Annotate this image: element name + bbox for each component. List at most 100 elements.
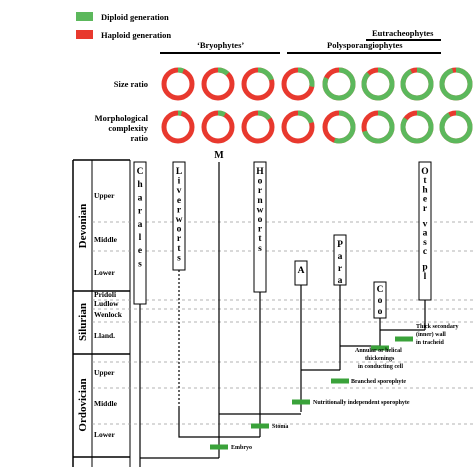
legend: Diploid generation Haploid generation <box>76 12 171 40</box>
epoch-ludlow: Ludlow <box>94 299 119 308</box>
diploid-arc <box>201 110 235 144</box>
char-annular-line-1: Annular or helical <box>355 348 402 354</box>
period-ordovician: Ordovician <box>77 378 89 431</box>
haploid-arc <box>161 110 195 144</box>
polysporangiophytes-label: Polysporangiophytes <box>327 40 403 50</box>
diploid-arc <box>201 67 235 101</box>
taxon-paratracheophytes-letter: r <box>338 264 343 274</box>
taxon-hornworts-letter: o <box>258 177 263 187</box>
mosses-label: M <box>214 150 224 161</box>
epoch-ordovician-upper: Upper <box>94 368 115 377</box>
taxon-other_vascular-letter: s <box>423 238 427 248</box>
liverwort-stoma-join <box>178 408 260 438</box>
morph-donut-2 <box>201 110 235 144</box>
character-marker-4 <box>331 378 349 384</box>
diploid-arc <box>439 67 473 101</box>
size-donut-6 <box>361 67 395 101</box>
taxon-cooksonia-letter: o <box>378 296 383 306</box>
aglaophyton-bar <box>294 260 308 286</box>
epoch-wenlock: Wenlock <box>94 310 123 319</box>
bryophytes-label: ‘Bryophytes’ <box>197 40 244 50</box>
morph-ratio-donuts <box>161 110 473 144</box>
diploid-arc <box>161 110 195 144</box>
char-thick-wall-line-3: in tracheid <box>416 340 444 346</box>
size-donut-2 <box>201 67 235 101</box>
morph-ratio-label: Morphological complexity ratio <box>95 113 149 143</box>
taxon-other_vascular-letter: p <box>422 263 427 273</box>
taxon-paratracheophytes-letter: a <box>338 252 343 262</box>
size-donut-8 <box>439 67 473 101</box>
morph-donut-7 <box>400 110 434 144</box>
morph-donut-8 <box>439 110 473 144</box>
epoch-gridlines <box>92 221 474 425</box>
taxon-cooksonia-letter: o <box>378 307 383 317</box>
cooksonia-bar <box>373 281 387 319</box>
diploid-arc <box>322 67 356 101</box>
taxon-other_vascular-letter: l <box>424 272 427 282</box>
taxon-liverworts-letter: o <box>177 225 182 235</box>
taxon-bars <box>133 161 432 319</box>
taxon-hornworts-letter: n <box>257 196 263 206</box>
character-marker-5 <box>371 345 389 351</box>
taxon-hornworts-letter: s <box>258 244 262 254</box>
taxon-cooksonia-letter: C <box>377 285 384 295</box>
taxon-paratracheophytes-letter: a <box>338 276 343 286</box>
char-thick-wall-line-2: (inner) wall <box>416 331 446 338</box>
char-embryo: Embryo <box>231 445 252 451</box>
group-headers: Eutracheophytes ‘Bryophytes’ Polysporang… <box>160 28 441 54</box>
taxon-hornworts-letter: r <box>258 225 263 235</box>
taxon-other_vascular-letter: t <box>423 176 427 186</box>
taxon-liverworts-letter: t <box>177 244 181 254</box>
taxon-names: CharalesLiverwortsHornwortsAParaCooOther… <box>137 167 429 317</box>
taxon-liverworts-letter: s <box>177 253 181 263</box>
taxon-charales-letter: e <box>138 246 142 256</box>
epoch-ordovician-lower: Lower <box>94 430 115 439</box>
taxon-hornworts-letter: r <box>258 186 263 196</box>
diploid-arc <box>241 110 275 144</box>
charales-bar <box>133 161 147 305</box>
diploid-arc <box>400 67 434 101</box>
diploid-arc <box>281 110 315 144</box>
haploid-legend-label: Haploid generation <box>101 30 171 40</box>
taxon-other_vascular-letter: v <box>423 219 428 229</box>
taxon-other_vascular-letter: e <box>423 195 427 205</box>
character-labels: Embryo Stoma Nutritionally independent s… <box>231 324 459 451</box>
taxon-hornworts-letter: w <box>257 205 264 215</box>
char-nutritional-independence: Nutritionally independent sporophyte <box>313 400 410 406</box>
diploid-swatch <box>76 12 93 21</box>
para-bar <box>333 234 347 286</box>
diploid-arc <box>361 110 395 144</box>
haploid-arc <box>161 67 195 101</box>
haploid-swatch <box>76 30 93 39</box>
vascular-bar <box>418 161 432 301</box>
char-annular-line-3: in conducting cell <box>358 364 403 370</box>
epoch-labels: Upper Middle Lower Pridoli Ludlow Wenloc… <box>94 191 123 439</box>
diploid-legend-label: Diploid generation <box>101 12 169 22</box>
haploid-arc <box>201 67 235 101</box>
taxon-other_vascular-letter: a <box>423 229 428 239</box>
taxon-charales-letter: a <box>138 193 143 203</box>
diploid-arc <box>361 67 395 101</box>
epoch-ordovician-middle: Middle <box>94 399 118 408</box>
epoch-llandovery: Lland. <box>94 331 115 340</box>
taxon-hornworts-letter: t <box>258 234 262 244</box>
morph-donut-1 <box>161 110 195 144</box>
taxon-other_vascular-letter: O <box>421 167 428 177</box>
character-marker-6 <box>395 336 413 342</box>
size-donut-7 <box>400 67 434 101</box>
diploid-arc <box>241 67 275 101</box>
diploid-arc <box>161 67 195 101</box>
morph-donut-6 <box>361 110 395 144</box>
char-branched-sporophyte: Branched sporophyte <box>351 379 406 385</box>
character-marker-3 <box>292 399 310 405</box>
taxon-liverworts-letter: e <box>177 196 181 206</box>
size-donut-3 <box>241 67 275 101</box>
eutracheophytes-label: Eutracheophytes <box>372 28 434 38</box>
epoch-devonian-upper: Upper <box>94 191 115 200</box>
period-silurian: Silurian <box>77 303 89 341</box>
hornworts-bar <box>253 161 267 293</box>
taxon-charales-letter: l <box>139 233 142 243</box>
diploid-arc <box>281 67 315 101</box>
